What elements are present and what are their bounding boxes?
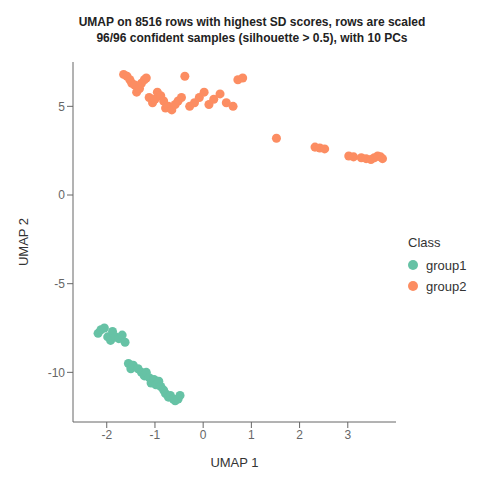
svg-text:-2: -2	[101, 428, 112, 442]
svg-text:0: 0	[58, 188, 65, 202]
svg-text:-5: -5	[54, 277, 65, 291]
html-text:96/96 confident samples (silho: 96/96 confident samples (silhouette > 0.…	[96, 31, 408, 45]
svg-text:UMAP 1: UMAP 1	[210, 455, 258, 470]
svg-text:1: 1	[248, 428, 255, 442]
html-text:Class: Class	[408, 234, 441, 250]
svg-text:-10: -10	[48, 366, 66, 380]
html-text:UMAP on 8516 rows with highest: UMAP on 8516 rows with highest SD scores…	[78, 15, 426, 29]
svg-text:2: 2	[296, 428, 303, 442]
svg-text:5: 5	[58, 100, 65, 114]
svg-text:0: 0	[200, 428, 207, 442]
svg-text:3: 3	[344, 428, 351, 442]
html-text:group2: group2	[426, 278, 467, 294]
svg-text:-1: -1	[150, 428, 161, 442]
svg-text:UMAP 2: UMAP 2	[16, 218, 31, 266]
html-text:group1: group1	[426, 257, 467, 273]
